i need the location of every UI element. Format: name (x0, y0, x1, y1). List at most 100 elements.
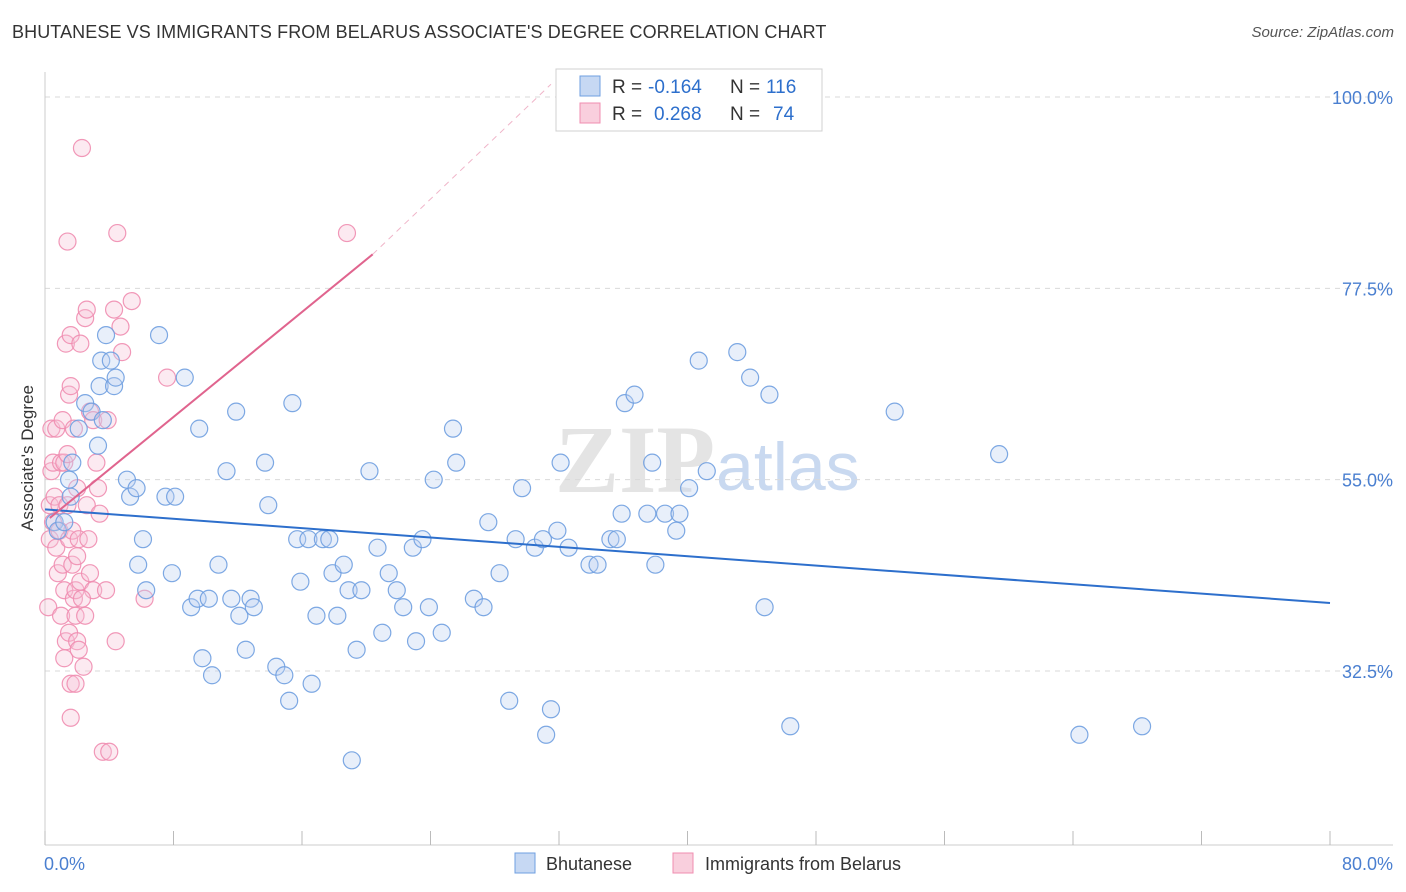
bhutanese-point-69 (406, 632, 426, 651)
x-tick-label-min: 0.0% (44, 854, 85, 874)
belarus-point-70 (157, 368, 177, 387)
y-axis-title: Associate's Degree (18, 385, 37, 531)
bhutanese-point-59 (342, 751, 361, 770)
belarus-point-0 (39, 598, 58, 617)
bhutanese-point-12 (92, 351, 111, 370)
bhutanese-point-77 (474, 598, 493, 617)
belarus-point-72 (72, 589, 92, 608)
trend-line-belarus (49, 253, 374, 519)
bhutanese-point-11 (90, 377, 109, 396)
source-label: Source: ZipAtlas.com (1251, 24, 1394, 41)
bhutanese-point-4 (61, 487, 80, 506)
bhutanese-point-113 (1070, 725, 1089, 744)
bhutanese-point-49 (291, 572, 310, 591)
bhutanese-point-5 (63, 453, 82, 472)
bhutanese-point-108 (755, 598, 774, 617)
bhutanese-point-43 (259, 496, 278, 515)
bhutanese-point-13 (96, 326, 116, 345)
x-axis-ticks (44, 831, 1331, 845)
bhutanese-point-97 (638, 504, 657, 523)
bhutanese-point-47 (283, 394, 302, 413)
bhutanese-point-45 (275, 666, 294, 685)
belarus-point-60 (98, 411, 117, 430)
grid-lines (45, 96, 1393, 672)
bhutanese-point-65 (379, 564, 398, 583)
bhutanese-point-88 (551, 453, 570, 472)
series-belarus-points (39, 138, 357, 761)
bhutanese-point-41 (244, 598, 263, 617)
bhutanese-point-2 (55, 513, 74, 532)
belarus-point-30 (61, 674, 80, 693)
bhutanese-point-22 (137, 581, 156, 600)
bhutanese-point-110 (781, 717, 800, 736)
belarus-point-63 (104, 300, 124, 319)
bhutanese-point-50 (299, 530, 318, 549)
belarus-point-66 (111, 317, 130, 336)
y-tick-label-2: 77.5% (1342, 279, 1393, 299)
stats-r-value-2: 0.268 (654, 104, 702, 125)
belarus-point-31 (61, 708, 80, 727)
series-bhutanese-points (45, 326, 1152, 770)
bhutanese-point-94 (612, 504, 631, 523)
bhutanese-point-67 (394, 598, 413, 617)
watermark-atlas: atlas (716, 429, 860, 505)
trend-line-bhutanese (44, 508, 1331, 604)
bhutanese-point-64 (373, 623, 392, 642)
bhutanese-point-109 (760, 385, 779, 404)
bhutanese-point-73 (432, 623, 451, 642)
belarus-point-15 (53, 555, 72, 574)
bhutanese-point-26 (166, 487, 185, 506)
legend-label-bhutanese: Bhutanese (546, 854, 632, 874)
stats-n-label-2: N = (730, 104, 760, 125)
bhutanese-point-62 (360, 462, 379, 481)
stats-r-label-2: R = (612, 104, 642, 125)
belarus-point-32 (63, 555, 82, 574)
bhutanese-point-23 (149, 326, 169, 345)
bhutanese-point-112 (990, 445, 1009, 464)
bhutanese-point-106 (728, 343, 747, 362)
belarus-point-34 (64, 419, 84, 438)
bhutanese-point-58 (339, 581, 358, 600)
bhutanese-point-21 (133, 530, 153, 549)
stats-n-value-2: 74 (773, 104, 795, 125)
belarus-point-65 (108, 223, 127, 243)
bhutanese-point-74 (443, 419, 463, 438)
bhutanese-point-98 (643, 453, 662, 472)
bhutanese-point-87 (548, 521, 567, 540)
bhutanese-point-84 (533, 530, 553, 549)
bhutanese-point-57 (334, 555, 353, 574)
bhutanese-point-36 (222, 589, 241, 608)
bhutanese-point-61 (352, 581, 371, 600)
bhutanese-point-81 (506, 530, 525, 549)
bhutanese-point-42 (255, 453, 275, 472)
bhutanese-point-54 (320, 530, 339, 549)
belarus-point-61 (96, 581, 116, 600)
belarus-point-40 (68, 547, 87, 566)
bhutanese-point-100 (655, 504, 675, 523)
belarus-point-62 (100, 742, 119, 761)
bhutanese-point-3 (59, 470, 79, 489)
belarus-point-56 (87, 453, 106, 472)
stats-legend: R = -0.164 N = 116 R = 0.268 N = 74 (555, 68, 823, 132)
chart-title: BHUTANESE VS IMMIGRANTS FROM BELARUS ASS… (12, 22, 827, 42)
bhutanese-point-56 (328, 606, 347, 625)
bhutanese-point-75 (447, 453, 466, 472)
bhutanese-point-78 (479, 513, 498, 532)
bhutanese-point-107 (741, 368, 760, 387)
bhutanese-point-35 (217, 462, 236, 481)
bhutanese-point-105 (697, 462, 716, 481)
bhutanese-point-19 (127, 479, 146, 498)
belarus-point-20 (56, 334, 75, 353)
bhutanese-point-111 (885, 402, 904, 421)
belarus-point-28 (61, 377, 80, 396)
belarus-point-71 (337, 223, 357, 243)
bhutanese-point-6 (69, 419, 88, 438)
trend-lines (44, 83, 1331, 604)
bhutanese-point-30 (190, 419, 209, 438)
belarus-point-37 (66, 606, 85, 625)
bhutanese-point-72 (424, 470, 443, 489)
bhutanese-point-93 (607, 530, 626, 549)
stats-legend-swatch-pink (579, 102, 601, 124)
bhutanese-point-33 (202, 666, 222, 685)
belarus-point-24 (58, 232, 77, 251)
